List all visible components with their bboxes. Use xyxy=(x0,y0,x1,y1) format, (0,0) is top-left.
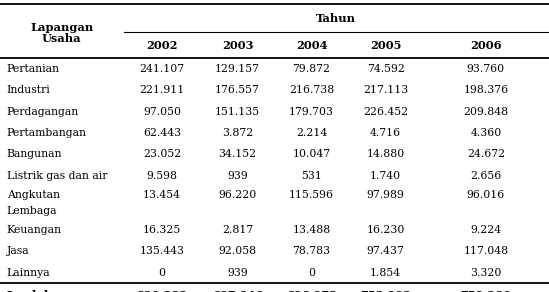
Text: 221.911: 221.911 xyxy=(139,85,184,95)
Text: 0: 0 xyxy=(308,268,315,278)
Text: 217.113: 217.113 xyxy=(363,85,408,95)
Text: 97.050: 97.050 xyxy=(143,107,181,117)
Text: 23.052: 23.052 xyxy=(143,149,181,159)
Text: Perdagangan: Perdagangan xyxy=(7,107,79,117)
Text: 531: 531 xyxy=(301,171,322,181)
Text: 1.854: 1.854 xyxy=(370,268,401,278)
Text: 2003: 2003 xyxy=(222,40,253,51)
Text: Industri: Industri xyxy=(7,85,51,95)
Text: 96.016: 96.016 xyxy=(467,190,505,199)
Text: 2.214: 2.214 xyxy=(296,128,327,138)
Text: 13.488: 13.488 xyxy=(293,225,330,235)
Text: 9.598: 9.598 xyxy=(147,171,177,181)
Text: 16.325: 16.325 xyxy=(143,225,181,235)
Text: 3.872: 3.872 xyxy=(222,128,253,138)
Text: 115.596: 115.596 xyxy=(289,190,334,199)
Text: 96.220: 96.220 xyxy=(219,190,256,199)
Text: 176.557: 176.557 xyxy=(215,85,260,95)
Text: 2.656: 2.656 xyxy=(470,171,501,181)
Text: 2006: 2006 xyxy=(470,40,502,51)
Text: 939: 939 xyxy=(227,268,248,278)
Text: 135.443: 135.443 xyxy=(139,246,184,256)
Text: Tahun: Tahun xyxy=(316,13,356,24)
Text: Angkutan: Angkutan xyxy=(7,190,60,199)
Text: 4.716: 4.716 xyxy=(370,128,401,138)
Text: 753.003: 753.003 xyxy=(360,289,411,292)
Text: 687.846: 687.846 xyxy=(212,289,263,292)
Text: 696.972: 696.972 xyxy=(286,289,337,292)
Text: 1.740: 1.740 xyxy=(370,171,401,181)
Text: Pertanian: Pertanian xyxy=(7,64,60,74)
Text: Usaha: Usaha xyxy=(42,33,82,44)
Text: 9.224: 9.224 xyxy=(470,225,501,235)
Text: 34.152: 34.152 xyxy=(219,149,256,159)
Text: 0: 0 xyxy=(159,268,165,278)
Text: 241.107: 241.107 xyxy=(139,64,184,74)
Text: 4.360: 4.360 xyxy=(470,128,501,138)
Text: Lembaga: Lembaga xyxy=(7,206,57,216)
Text: 97.989: 97.989 xyxy=(367,190,405,199)
Text: Keuangan: Keuangan xyxy=(7,225,61,235)
Text: 74.592: 74.592 xyxy=(367,64,405,74)
Text: 2002: 2002 xyxy=(146,40,178,51)
Text: 97.437: 97.437 xyxy=(367,246,405,256)
Text: 14.880: 14.880 xyxy=(367,149,405,159)
Text: Jasa: Jasa xyxy=(7,246,29,256)
Text: 759.280: 759.280 xyxy=(461,289,511,292)
Text: 78.783: 78.783 xyxy=(293,246,330,256)
Text: Listrik gas dan air: Listrik gas dan air xyxy=(7,171,107,181)
Text: 79.872: 79.872 xyxy=(293,64,330,74)
Text: Lainnya: Lainnya xyxy=(7,268,50,278)
Text: 939: 939 xyxy=(227,171,248,181)
Text: 820.383: 820.383 xyxy=(136,289,188,292)
Text: 2005: 2005 xyxy=(370,40,401,51)
Text: 92.058: 92.058 xyxy=(219,246,256,256)
Text: 209.848: 209.848 xyxy=(463,107,508,117)
Text: 62.443: 62.443 xyxy=(143,128,181,138)
Text: 2.817: 2.817 xyxy=(222,225,253,235)
Text: 117.048: 117.048 xyxy=(463,246,508,256)
Text: 16.230: 16.230 xyxy=(367,225,405,235)
Text: 198.376: 198.376 xyxy=(463,85,508,95)
Text: 179.703: 179.703 xyxy=(289,107,334,117)
Text: Lapangan: Lapangan xyxy=(30,22,93,32)
Text: 13.454: 13.454 xyxy=(143,190,181,199)
Text: Bangunan: Bangunan xyxy=(7,149,62,159)
Text: 93.760: 93.760 xyxy=(467,64,505,74)
Text: Jumlah: Jumlah xyxy=(7,289,53,292)
Text: 3.320: 3.320 xyxy=(470,268,502,278)
Text: Pertambangan: Pertambangan xyxy=(7,128,87,138)
Text: 226.452: 226.452 xyxy=(363,107,408,117)
Text: 129.157: 129.157 xyxy=(215,64,260,74)
Text: 10.047: 10.047 xyxy=(293,149,330,159)
Text: 24.672: 24.672 xyxy=(467,149,505,159)
Text: 216.738: 216.738 xyxy=(289,85,334,95)
Text: 2004: 2004 xyxy=(296,40,327,51)
Text: 151.135: 151.135 xyxy=(215,107,260,117)
